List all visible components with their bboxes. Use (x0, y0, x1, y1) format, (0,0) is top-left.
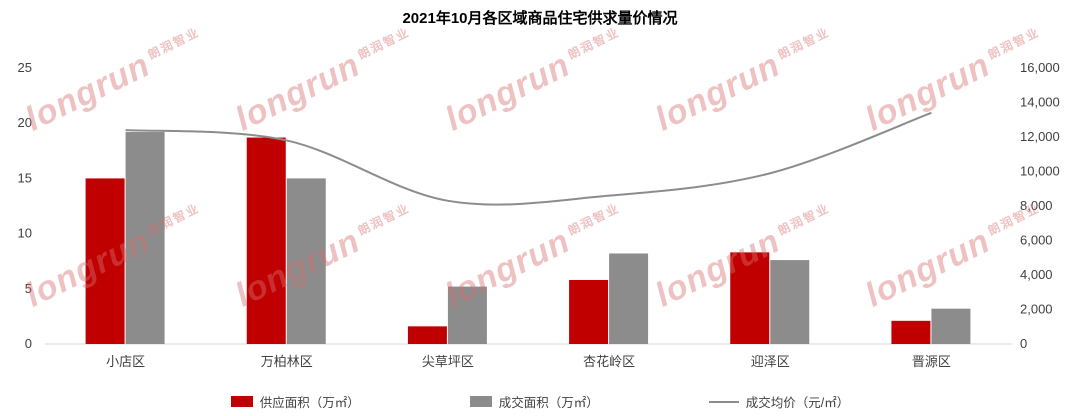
right-axis-tick-label: 14,000 (1020, 95, 1060, 110)
transaction-area-bar (447, 286, 487, 344)
x-axis-category-label: 杏花岭区 (583, 354, 635, 369)
x-axis-category-label: 万柏林区 (261, 354, 313, 369)
supply-area-bar (246, 137, 286, 344)
left-axis-tick-label: 5 (25, 281, 32, 296)
x-axis-category-label: 迎泽区 (751, 354, 790, 369)
left-axis-tick-label: 20 (18, 115, 32, 130)
supply-area-bar (891, 320, 931, 344)
right-axis-tick-label: 10,000 (1020, 164, 1060, 179)
left-axis-tick-label: 0 (25, 336, 32, 351)
legend-item-supply-area: 供应面积（万㎡） (230, 392, 360, 411)
right-axis-tick-label: 8,000 (1020, 198, 1053, 213)
right-axis-tick-label: 16,000 (1020, 60, 1060, 75)
supply-area-bar (85, 178, 125, 344)
right-axis-tick-label: 2,000 (1020, 302, 1053, 317)
legend-item-avg-price: 成交均价（元/㎡） (708, 392, 850, 411)
right-axis-tick-label: 4,000 (1020, 267, 1053, 282)
legend-label-avg-price: 成交均价（元/㎡） (745, 396, 850, 410)
legend-item-transaction-area: 成交面积（万㎡） (469, 392, 599, 411)
left-axis-tick-label: 25 (18, 60, 32, 75)
transaction-area-bar (609, 253, 649, 344)
right-axis-tick-label: 12,000 (1020, 129, 1060, 144)
right-axis-tick-label: 0 (1020, 336, 1027, 351)
x-axis-category-label: 小店区 (106, 354, 145, 369)
transaction-area-bar (286, 178, 326, 344)
supply-area-swatch (230, 396, 253, 407)
chart-title: 2021年10月各区域商品住宅供求量价情况 (402, 10, 678, 27)
right-axis-tick-label: 6,000 (1020, 233, 1053, 248)
supply-area-bar (730, 252, 770, 344)
x-axis-category-label: 尖草坪区 (422, 354, 474, 369)
avg-price-line (125, 111, 932, 206)
x-axis-category-label: 晋源区 (912, 354, 951, 369)
transaction-area-bar (770, 260, 810, 344)
left-axis-tick-label: 10 (18, 226, 32, 241)
avg-price-line-swatch (708, 400, 739, 403)
transaction-area-bar (931, 308, 971, 344)
transaction-area-bar (125, 132, 165, 344)
legend: 供应面积（万㎡） 成交面积（万㎡） 成交均价（元/㎡） (0, 392, 1080, 411)
legend-label-transaction-area: 成交面积（万㎡） (498, 396, 599, 410)
supply-area-bar (407, 326, 447, 344)
transaction-area-swatch (469, 396, 492, 407)
supply-area-bar (569, 279, 609, 344)
left-axis-tick-label: 15 (18, 170, 32, 185)
legend-label-supply-area: 供应面积（万㎡） (259, 396, 360, 410)
